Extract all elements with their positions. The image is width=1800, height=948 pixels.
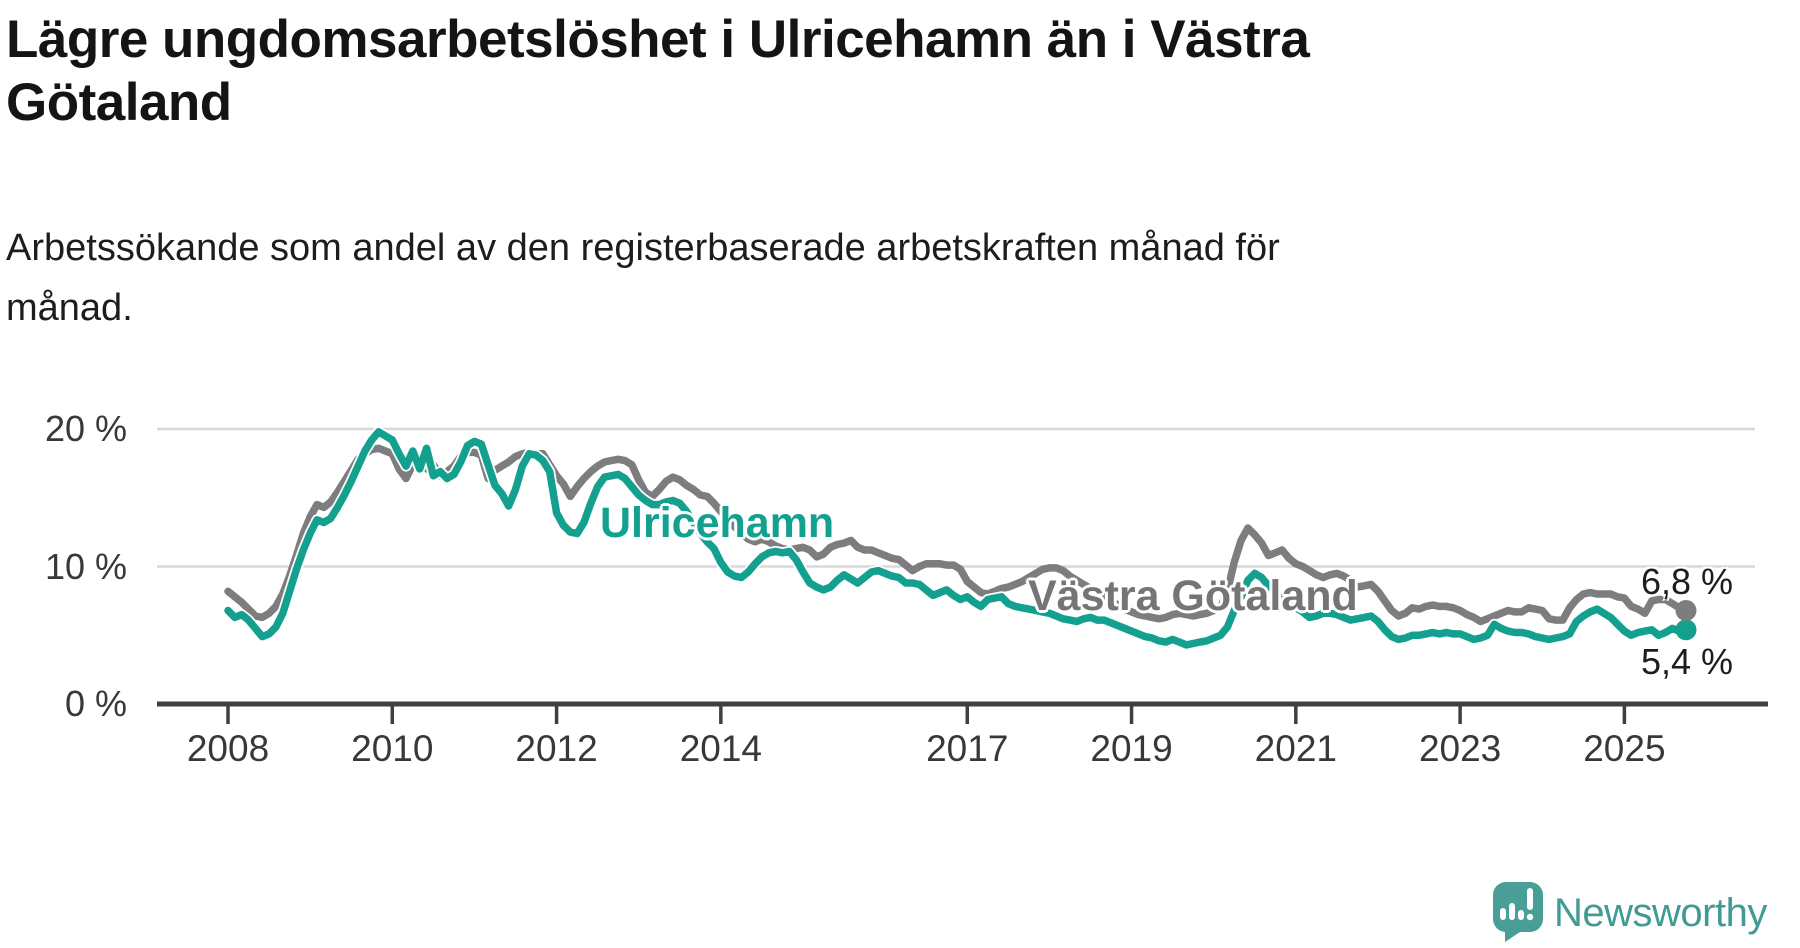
end-value-label-vastra-gotaland: 6,8 %	[1641, 561, 1734, 602]
x-axis-tick-label-2017: 2017	[926, 728, 1009, 769]
x-axis-tick-label-2019: 2019	[1090, 728, 1173, 769]
page-subtitle: Arbetssökande som andel av den registerb…	[6, 227, 1280, 329]
x-axis-tick-label-2014: 2014	[679, 728, 762, 769]
x-axis-tick-label-2025: 2025	[1583, 728, 1666, 769]
x-axis-tick-label-2023: 2023	[1418, 728, 1502, 769]
end-value-label-ulricehamn: 5,4 %	[1641, 641, 1734, 682]
line-Västra Götaland	[224, 444, 1690, 626]
x-axis-tick-label-2012: 2012	[515, 728, 598, 769]
x-axis-tick-label-2021: 2021	[1254, 728, 1337, 769]
newsworthy-logo: Newsworthy	[1490, 880, 1767, 944]
line-Ulricehamn	[224, 428, 1690, 649]
y-axis-tick-label-20: 20 %	[44, 408, 127, 449]
newsworthy-logo-icon	[1493, 882, 1543, 942]
x-axis-tick-label-2008: 2008	[186, 728, 270, 769]
y-axis-tick-label-10: 10 %	[44, 545, 127, 587]
y-axis-tick-label-0: 0 %	[64, 683, 127, 724]
end-dot-Ulricehamn	[1675, 619, 1697, 641]
page-title: Lägre ungdomsarbetslöshet i Ulricehamn ä…	[6, 10, 1310, 132]
newsworthy-logo-text: Newsworthy	[1554, 891, 1767, 935]
series-label-ulricehamn: Ulricehamn	[600, 499, 835, 547]
end-dot-Västra Götaland	[1675, 600, 1697, 621]
x-axis-tick-label-2010: 2010	[351, 728, 434, 769]
bar-chart-glyph	[1500, 888, 1534, 921]
series-label-vastra-gotaland: Västra Götaland	[1028, 572, 1358, 620]
